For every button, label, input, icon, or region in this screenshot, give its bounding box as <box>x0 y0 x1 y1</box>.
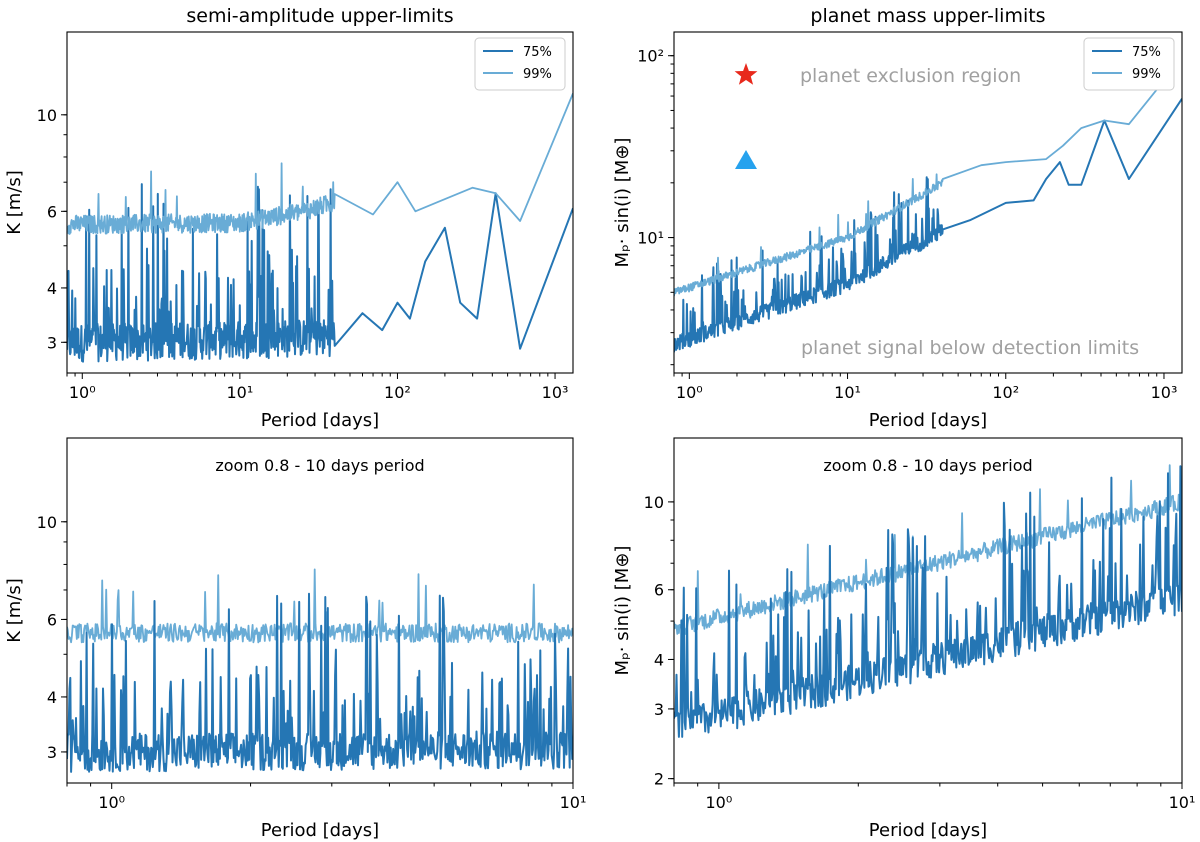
y-tick-label: 6 <box>47 202 57 221</box>
panel-1: semi-amplitude upper-limits 10⁰ 10¹ 10² 10³ 3… <box>4 5 574 431</box>
x-tick-label: 10⁰ <box>676 383 703 402</box>
plot-area <box>67 93 573 363</box>
x-tick-label: 10¹ <box>1169 793 1196 812</box>
plot-area <box>674 464 1182 738</box>
x-tick-label: 10⁰ <box>69 383 96 402</box>
y-tick-label: 10 <box>644 493 664 512</box>
x-tick-label: 10³ <box>1151 383 1178 402</box>
y-tick-label: 4 <box>47 279 57 298</box>
panel-4: 10⁰ 10¹ 2 3 4 6 10 Period [days] Mₚ· sin(i) [M⊕]… <box>612 437 1196 841</box>
panel-3: 10⁰ 10¹ 3 4 6 10 Period [days] K [m/s] zoom 0.8 … <box>4 437 587 841</box>
y-axis-label: Mₚ· sin(i) [M⊕] <box>612 138 633 268</box>
zoom-annotation: zoom 0.8 - 10 days period <box>215 456 424 475</box>
x-tick-label: 10³ <box>542 383 569 402</box>
y-tick-label: 10² <box>637 47 664 66</box>
legend: 75%99% <box>474 37 566 91</box>
plot-area <box>67 568 573 773</box>
y-tick-label: 4 <box>654 650 664 669</box>
series-line-99 <box>674 464 1182 635</box>
x-axis-label: Period [days] <box>261 410 379 431</box>
series-line-99 <box>674 89 1158 297</box>
below-detection-label: planet signal below detection limits <box>801 337 1139 359</box>
x-tick-label: 10⁰ <box>98 793 125 812</box>
x-tick-label: 10² <box>384 383 411 402</box>
x-axis-label: Period [days] <box>261 820 379 841</box>
series-line-75 <box>674 98 1182 353</box>
x-tick-label: 10¹ <box>560 793 587 812</box>
legend: 75%99% <box>1083 37 1175 91</box>
axes-frame <box>673 437 1183 784</box>
y-tick-label: 3 <box>654 700 664 719</box>
plot-area <box>674 89 1182 353</box>
series-line-75 <box>674 465 1182 738</box>
axes-frame <box>66 31 574 374</box>
series-line-99 <box>67 568 573 644</box>
panel-2: planet mass upper-limits 10⁰ 10¹ 10² 10³ 10¹ 1… <box>612 5 1183 431</box>
y-axis-label: Mₚ· sin(i) [M⊕] <box>612 546 633 676</box>
legend-label: 75% <box>1132 45 1161 60</box>
y-tick-label: 3 <box>47 743 57 762</box>
x-tick-label: 10² <box>992 383 1019 402</box>
y-tick-label: 6 <box>47 610 57 629</box>
series-line-99 <box>67 93 573 235</box>
legend-label: 99% <box>1132 67 1161 82</box>
triangle-marker <box>735 150 757 169</box>
x-tick-label: 10⁰ <box>705 793 732 812</box>
y-tick-label: 10 <box>37 513 57 532</box>
y-tick-label: 3 <box>47 333 57 352</box>
axes-frame <box>66 437 574 784</box>
legend-label: 99% <box>523 67 552 82</box>
zoom-annotation: zoom 0.8 - 10 days period <box>823 456 1032 475</box>
x-axis-label: Period [days] <box>869 410 987 431</box>
y-tick-label: 4 <box>47 688 57 707</box>
y-axis-label: K [m/s] <box>4 170 25 235</box>
y-tick-label: 10 <box>37 106 57 125</box>
series-line-75 <box>67 592 573 773</box>
series-line-75 <box>67 183 573 363</box>
y-tick-label: 2 <box>654 770 664 789</box>
y-tick-label: 6 <box>654 581 664 600</box>
panel-title: planet mass upper-limits <box>810 5 1045 27</box>
star-marker <box>734 63 758 85</box>
y-axis-label: K [m/s] <box>4 578 25 643</box>
axes-frame <box>673 31 1183 374</box>
y-tick-label: 10¹ <box>637 229 664 248</box>
panel-title: semi-amplitude upper-limits <box>186 5 453 27</box>
exclusion-region-label: planet exclusion region <box>800 65 1021 87</box>
x-tick-label: 10¹ <box>226 383 253 402</box>
x-tick-label: 10¹ <box>834 383 861 402</box>
legend-label: 75% <box>523 45 552 60</box>
x-axis-label: Period [days] <box>869 820 987 841</box>
